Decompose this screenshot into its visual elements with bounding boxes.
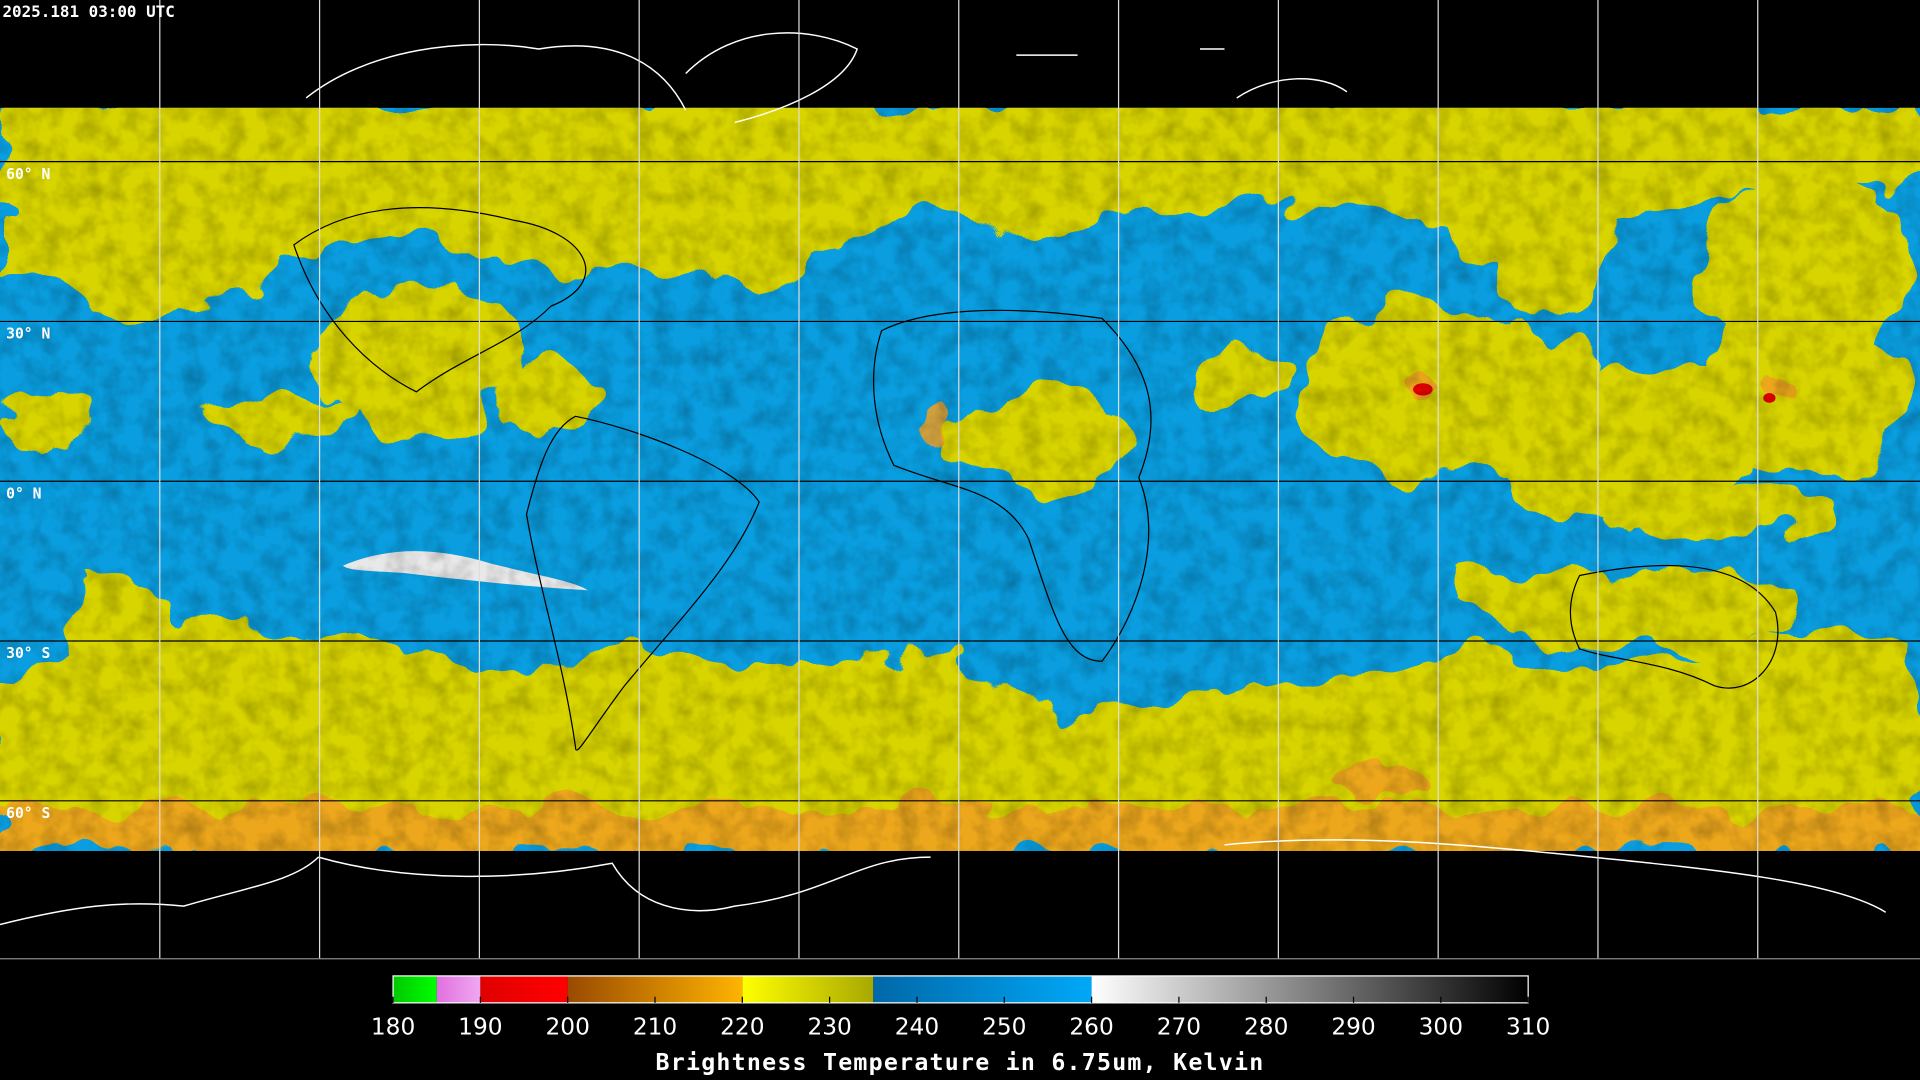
colorbar-tick-label: 290 (1331, 1014, 1375, 1041)
colorbar-tick-label: 270 (1157, 1014, 1201, 1041)
latitude-labels: 60° N 30° N 0° N 30° S 60° S (6, 166, 50, 822)
colorbar-segment (393, 975, 437, 1003)
colorbar-frame (392, 975, 1529, 1004)
meridians (159, 0, 1759, 959)
latitude-label: 30° N (6, 326, 50, 343)
colorbar-tick-label: 280 (1244, 1014, 1288, 1041)
colorbar-segment (873, 975, 1092, 1003)
colorbar-tick-label: 210 (633, 1014, 677, 1041)
colorbar: 180 190 200 210 220 230 240 250 260 270 280 290 300 3… (371, 975, 1550, 1041)
colorbar-segment (1091, 975, 1529, 1003)
colorbar-tick-label: 190 (458, 1014, 502, 1041)
latitude-label: 60° S (6, 805, 50, 822)
colorbar-tick-label: 230 (807, 1014, 851, 1041)
colorbar-tick-label: 180 (371, 1014, 415, 1041)
colorbar-tick-label: 240 (895, 1014, 939, 1041)
colorbar-segment (436, 975, 481, 1003)
colorbar-tick-label: 250 (982, 1014, 1026, 1041)
colorbar-tick-label: 260 (1069, 1014, 1113, 1041)
latitude-label: 0° N (6, 485, 41, 502)
imagery (0, 107, 1920, 852)
polar-coastlines (0, 32, 1887, 926)
timestamp: 2025.181 03:00 UTC (2, 2, 174, 21)
latitude-label: 30° S (6, 645, 50, 662)
colorbar-tick-label: 220 (720, 1014, 764, 1041)
latitude-label: 60° N (6, 166, 50, 183)
colorbar-title: Brightness Temperature in 6.75um, Kelvin (656, 1049, 1265, 1076)
colorbar-tick-label: 200 (545, 1014, 589, 1041)
colorbar-tick-label: 310 (1506, 1014, 1550, 1041)
colorbar-segment (742, 975, 874, 1003)
colorbar-tick-label: 300 (1419, 1014, 1463, 1041)
colorbar-segment (480, 975, 568, 1003)
